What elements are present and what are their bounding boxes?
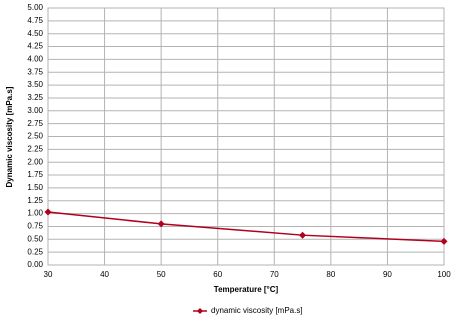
y-tick-label: 4.75 (27, 16, 43, 25)
y-tick-label: 3.75 (27, 67, 43, 76)
x-axis-title: Temperature [°C] (214, 285, 279, 294)
y-tick-label: 1.25 (27, 196, 43, 205)
legend-label: dynamic viscosity [mPa.s] (211, 306, 303, 315)
y-tick-label: 0.75 (27, 222, 43, 231)
x-tick-label: 70 (270, 270, 279, 279)
plot-frame (47, 7, 445, 266)
x-tick-label: 80 (326, 270, 335, 279)
y-tick-label: 0.25 (27, 247, 43, 256)
y-tick-label: 2.75 (27, 119, 43, 128)
y-tick-label: 0.50 (27, 234, 43, 243)
y-tick-label: 3.25 (27, 93, 43, 102)
x-tick-label: 100 (437, 270, 451, 279)
y-tick-label: 1.50 (27, 183, 43, 192)
x-tick-label: 50 (157, 270, 166, 279)
data-point (157, 220, 165, 228)
y-tick-label: 2.00 (27, 157, 43, 166)
y-tick-label: 2.50 (27, 132, 43, 141)
x-tick-label: 30 (44, 270, 53, 279)
y-tick-label: 5.00 (27, 3, 43, 12)
y-tick-label: 1.00 (27, 209, 43, 218)
y-tick-label: 4.50 (27, 29, 43, 38)
data-point (440, 237, 448, 245)
y-tick-label: 4.00 (27, 55, 43, 64)
series-line (47, 211, 445, 243)
y-tick-label: 4.25 (27, 42, 43, 51)
legend-marker (197, 308, 203, 314)
y-tick-label: 3.00 (27, 106, 43, 115)
y-tick-label: 1.75 (27, 170, 43, 179)
x-tick-label: 40 (100, 270, 109, 279)
y-axis-title: Dynamic viscosity [mPa.s] (5, 86, 14, 187)
y-tick-label: 0.00 (27, 260, 43, 269)
y-tick-label: 2.25 (27, 144, 43, 153)
y-tick-label: 3.50 (27, 80, 43, 89)
data-point (299, 231, 307, 239)
data-point (44, 208, 52, 216)
x-tick-label: 90 (383, 270, 392, 279)
x-tick-label: 60 (213, 270, 222, 279)
